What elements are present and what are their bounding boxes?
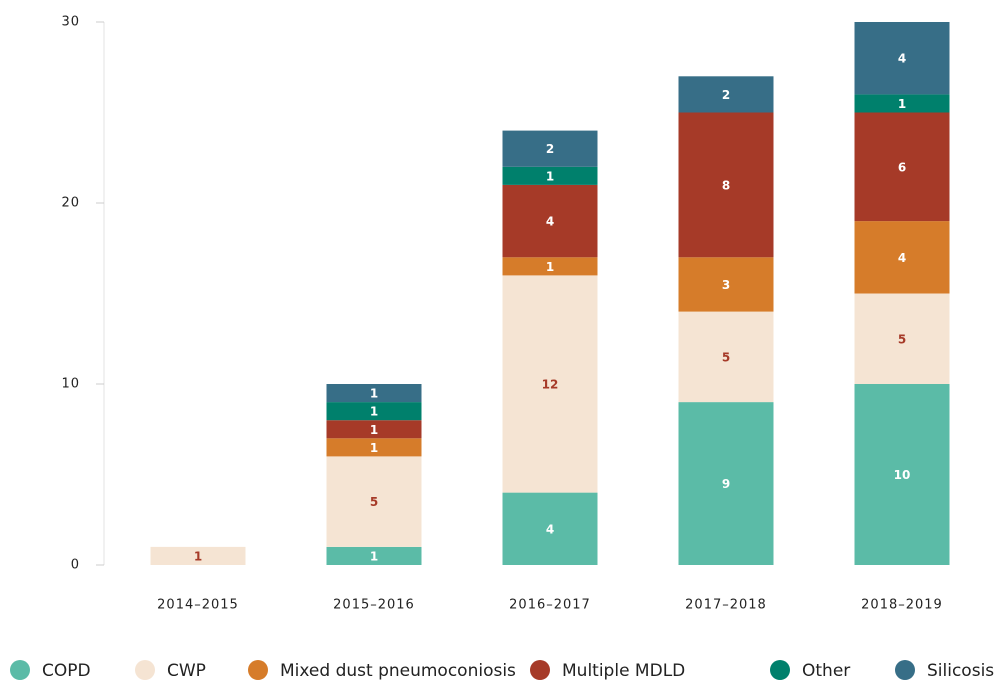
bar-segment bbox=[678, 257, 774, 312]
value-label: 1 bbox=[194, 549, 202, 563]
value-label: 1 bbox=[898, 97, 906, 111]
bar-segment bbox=[150, 546, 246, 565]
value-label: 4 bbox=[546, 522, 554, 536]
legend-label: Other bbox=[802, 661, 850, 681]
value-label: 6 bbox=[898, 160, 906, 174]
value-label: 8 bbox=[722, 178, 730, 192]
bar-segment bbox=[326, 546, 422, 565]
value-label: 9 bbox=[722, 477, 730, 491]
value-label: 2 bbox=[546, 142, 554, 156]
value-label: 3 bbox=[722, 278, 730, 292]
x-tick-label: 2014–2015 bbox=[157, 598, 239, 613]
value-label: 5 bbox=[722, 350, 730, 364]
bar-segment bbox=[326, 402, 422, 421]
value-label: 12 bbox=[542, 378, 559, 392]
legend-marker bbox=[770, 660, 790, 680]
legend-marker bbox=[10, 660, 30, 680]
y-tick-label: 30 bbox=[61, 15, 80, 30]
legend-marker bbox=[248, 660, 268, 680]
legend-marker bbox=[895, 660, 915, 680]
value-label: 1 bbox=[370, 441, 378, 455]
y-tick-label: 20 bbox=[61, 196, 80, 211]
bar-segment bbox=[854, 94, 950, 113]
y-tick-label: 0 bbox=[71, 558, 80, 573]
legend-marker bbox=[530, 660, 550, 680]
bar-segment bbox=[678, 402, 774, 565]
bar-segment bbox=[502, 492, 598, 565]
bar-segment bbox=[326, 420, 422, 439]
value-label: 4 bbox=[546, 215, 554, 229]
value-label: 1 bbox=[370, 549, 378, 563]
bar-segment bbox=[502, 275, 598, 493]
bar-segment bbox=[854, 293, 950, 384]
bar-segment bbox=[502, 130, 598, 167]
value-label: 5 bbox=[370, 495, 378, 509]
bar-segment bbox=[326, 384, 422, 403]
bar-segment bbox=[854, 221, 950, 294]
x-tick-label: 2016–2017 bbox=[509, 598, 591, 613]
legend-label: Multiple MDLD bbox=[562, 661, 685, 681]
legend-label: Silicosis bbox=[927, 661, 994, 681]
bar-segment bbox=[678, 112, 774, 258]
value-label: 1 bbox=[370, 387, 378, 401]
legend-label: COPD bbox=[42, 661, 91, 681]
value-label: 2 bbox=[722, 88, 730, 102]
value-label: 4 bbox=[898, 251, 906, 265]
bar-segment bbox=[854, 22, 950, 95]
legend-label: Mixed dust pneumoconiosis bbox=[280, 661, 516, 681]
bar-segment bbox=[854, 112, 950, 222]
bar-segment bbox=[678, 311, 774, 403]
bar-segment bbox=[502, 184, 598, 258]
bar-segment bbox=[326, 456, 422, 547]
legend-marker bbox=[135, 660, 155, 680]
x-tick-label: 2017–2018 bbox=[685, 598, 767, 613]
value-label: 5 bbox=[898, 332, 906, 346]
bar-segment bbox=[502, 166, 598, 185]
x-tick-label: 2015–2016 bbox=[333, 598, 415, 613]
value-label: 10 bbox=[894, 468, 911, 482]
bar-segment bbox=[502, 257, 598, 276]
value-label: 4 bbox=[898, 52, 906, 66]
value-label: 1 bbox=[370, 405, 378, 419]
bar-segment bbox=[326, 438, 422, 457]
value-label: 1 bbox=[546, 260, 554, 274]
value-label: 1 bbox=[370, 423, 378, 437]
bar-segment bbox=[854, 384, 950, 565]
y-tick-label: 10 bbox=[61, 377, 80, 392]
value-label: 1 bbox=[546, 169, 554, 183]
legend-label: CWP bbox=[167, 661, 206, 681]
bar-segment bbox=[678, 76, 774, 113]
x-tick-label: 2018–2019 bbox=[861, 598, 943, 613]
